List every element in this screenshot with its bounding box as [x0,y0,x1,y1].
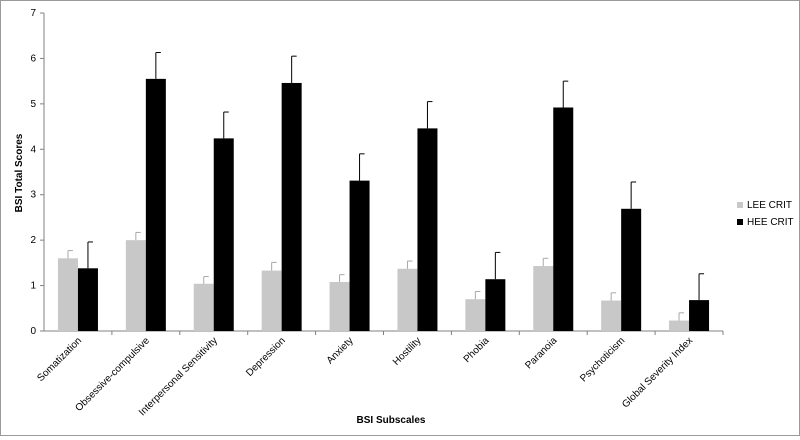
y-tick-label: 4 [30,144,36,155]
bar [77,268,98,331]
x-axis-title: BSI Subscales [357,415,426,426]
legend-swatch [737,202,743,208]
legend-swatch [737,219,743,225]
plot-area [43,13,723,332]
bar [281,82,302,332]
y-tick-label: 6 [30,53,36,64]
bar [125,240,146,331]
bar [465,299,486,331]
x-tick-label: Global Severity Index [620,335,695,410]
y-tick-label: 1 [30,281,36,292]
y-tick-label: 5 [30,99,36,110]
x-axis-ticks: SomatizationObsessive-compulsiveInterper… [35,331,724,418]
x-tick-label: Interpersonal Sensitivity [137,335,220,418]
bar [485,279,506,331]
legend-label: LEE CRIT [747,200,792,211]
bar [553,107,574,332]
bar [193,283,214,331]
x-tick-label: Psychoticism [578,335,627,384]
bar [689,300,710,331]
x-tick-label: Paranoia [523,335,559,371]
x-tick-label: Somatization [35,335,84,384]
bar [533,266,554,331]
x-tick-label: Depression [244,335,288,379]
legend: LEE CRIT HEE CRIT [737,200,794,228]
bar [57,258,78,331]
x-tick-label: Obsessive-compulsive [73,335,152,414]
y-tick-label: 7 [30,8,36,19]
legend-label: HEE CRIT [747,217,794,228]
x-tick-label: Hostility [391,335,424,368]
bar [145,78,166,331]
bar [329,281,350,331]
x-tick-label: Phobia [462,335,492,365]
y-tick-label: 2 [30,235,36,246]
y-axis-title: BSI Total Scores [14,133,25,212]
bar [669,320,690,331]
bar [397,268,418,331]
y-axis-ticks: 0 1 2 3 4 5 6 7 [30,8,44,337]
y-tick-label: 0 [30,326,36,337]
bar [213,138,234,331]
bar [417,128,438,331]
x-tick-label: Anxiety [325,335,356,366]
bar [621,208,642,331]
y-tick-label: 3 [30,190,36,201]
bar [349,180,370,331]
bar [601,300,622,331]
bar [261,270,282,331]
